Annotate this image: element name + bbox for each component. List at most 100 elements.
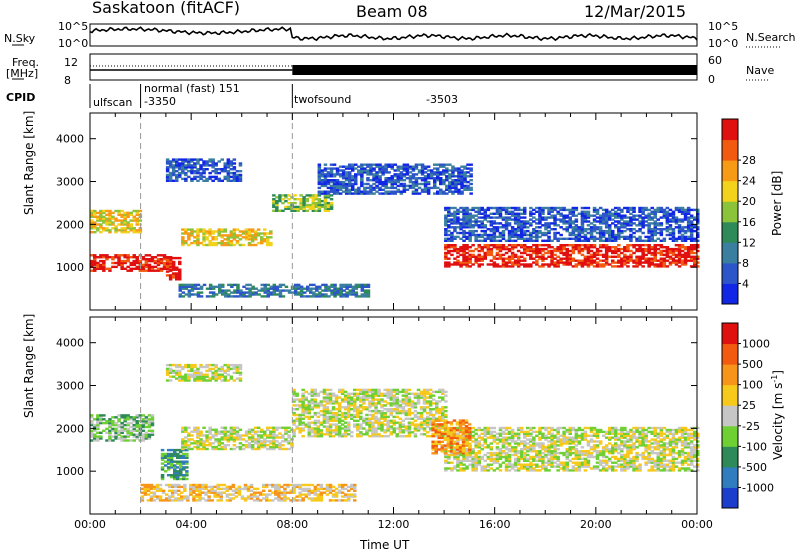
echo-cell (350, 402, 354, 405)
echo-cell (444, 429, 448, 432)
echo-cell (178, 260, 182, 264)
echo-cell (117, 259, 121, 263)
echo-cell (356, 411, 360, 415)
echo-cell (544, 244, 548, 247)
echo-cell (419, 413, 424, 417)
echo-cell (138, 414, 143, 417)
echo-cell (176, 466, 180, 469)
echo-cell (513, 206, 518, 210)
echo-cell (190, 232, 194, 235)
echo-cell (598, 220, 603, 223)
echo-cell (111, 211, 115, 215)
echo-cell (462, 231, 466, 235)
echo-cell (456, 247, 460, 251)
echo-cell (223, 166, 227, 169)
echo-cell (337, 419, 342, 422)
echo-cell (178, 270, 182, 273)
echo-cell (260, 444, 264, 447)
colorbar-swatch (722, 221, 738, 243)
echo-cell (513, 263, 518, 266)
echo-cell (411, 182, 416, 186)
echo-cell (187, 445, 191, 449)
echo-cell (580, 218, 585, 221)
echo-cell (471, 244, 475, 247)
echo-cell (408, 167, 413, 170)
echo-cell (650, 257, 654, 260)
echo-cell (301, 427, 305, 430)
echo-cell (580, 249, 585, 253)
echo-cell (372, 188, 376, 191)
echo-cell (393, 186, 397, 190)
echo-cell (598, 231, 603, 235)
echo-cell (126, 427, 130, 431)
echo-cell (383, 408, 387, 411)
echo-cell (480, 216, 484, 219)
echo-cell (377, 423, 381, 426)
echo-cell (465, 448, 469, 451)
echo-cell (196, 179, 200, 182)
echo-cell (405, 184, 410, 188)
echo-cell (468, 222, 472, 225)
echo-cell (568, 222, 572, 225)
echo-cell (377, 427, 381, 430)
echo-cell (132, 231, 136, 234)
echo-cell (445, 171, 449, 174)
echo-cell (190, 179, 194, 182)
echo-cell (559, 218, 563, 221)
echo-cell (132, 416, 136, 419)
echo-cell (138, 209, 143, 213)
echo-cell (620, 229, 624, 233)
echo-cell (193, 240, 197, 243)
echo-cell (179, 460, 183, 463)
echo-cell (226, 162, 231, 165)
echo-cell (662, 212, 667, 215)
echo-cell (459, 467, 463, 470)
echo-cell (326, 190, 331, 193)
echo-cell (635, 249, 639, 253)
echo-cell (559, 251, 563, 255)
echo-cell (187, 289, 192, 292)
echo-cell (426, 177, 431, 180)
echo-cell (392, 427, 396, 430)
echo-cell (326, 182, 331, 186)
echo-cell (340, 406, 345, 409)
echo-cell (623, 216, 627, 219)
echo-cell (325, 408, 330, 411)
echo-cell (614, 261, 618, 264)
echo-cell (435, 402, 439, 405)
echo-cell (422, 427, 427, 430)
echo-cell (641, 261, 645, 264)
echo-cell (436, 177, 440, 180)
echo-cell (529, 231, 533, 235)
echo-cell (304, 396, 308, 399)
echo-cell (380, 425, 384, 428)
echo-cell (363, 171, 367, 174)
echo-cell (307, 409, 311, 413)
echo-cell (176, 448, 180, 452)
echo-cell (129, 229, 133, 232)
echo-cell (411, 177, 416, 180)
echo-cell (378, 177, 382, 180)
echo-cell (362, 402, 366, 405)
echo-cell (453, 235, 457, 239)
echo-cell (319, 404, 324, 407)
echo-cell (120, 425, 124, 429)
echo-cell (108, 223, 112, 226)
echo-cell (190, 177, 194, 181)
echo-cell (444, 413, 448, 417)
echo-cell (356, 425, 360, 428)
echo-cell (353, 423, 357, 426)
echo-cell (324, 285, 328, 288)
echo-cell (281, 198, 285, 201)
echo-cell (390, 167, 394, 170)
echo-cell (538, 212, 542, 215)
echo-cell (329, 207, 334, 210)
echo-cell (296, 293, 301, 296)
echo-cell (163, 470, 168, 473)
echo-cell (313, 413, 318, 417)
echo-cell (181, 447, 185, 451)
echo-cell (236, 291, 240, 294)
echo-cell (368, 427, 372, 430)
echo-cell (227, 293, 231, 296)
echo-cell (160, 452, 165, 456)
